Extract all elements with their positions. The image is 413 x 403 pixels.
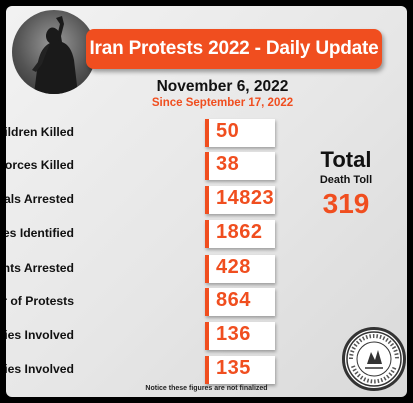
hrai-logo <box>342 327 406 391</box>
report-date: November 6, 2022 <box>156 78 289 95</box>
total-title: Total <box>320 147 372 172</box>
stat-row: Number of Children Killed 50 <box>6 119 286 147</box>
stat-label: Number of Cities Involved <box>6 328 74 342</box>
stat-value: 50 <box>216 120 240 142</box>
stat-value-box: 50 <box>205 119 275 147</box>
total-subtitle: Death Toll <box>319 174 373 186</box>
stat-label: Number of Children Killed <box>6 125 74 139</box>
since-date: Since September 17, 2022 <box>151 97 294 109</box>
stat-value: 38 <box>216 153 240 175</box>
stat-row: Number of Individuals Arrested 14823 <box>6 186 286 214</box>
stat-value: 428 <box>216 256 251 278</box>
stat-value: 136 <box>216 323 251 345</box>
protester-photo <box>12 10 96 94</box>
stat-row: Number of Detainees Identified 1862 <box>6 220 286 248</box>
stat-row: Number of Universities Involved 135 <box>6 356 286 384</box>
stat-label: Number of Detainees Identified <box>6 226 74 240</box>
stat-value-box: 428 <box>205 255 275 283</box>
stat-label: Number of Students Arrested <box>6 261 74 275</box>
stat-row: Number of Students Arrested 428 <box>6 255 286 283</box>
disclaimer-text: Notice these figures are not finalized <box>145 385 268 392</box>
stat-value: 1862 <box>216 221 263 243</box>
stat-value-box: 864 <box>205 288 275 316</box>
title-banner: Iran Protests 2022 - Daily Update <box>86 29 382 69</box>
stat-label: Number of Universities Involved <box>6 362 74 376</box>
stat-value-box: 1862 <box>205 220 275 248</box>
stat-value-box: 136 <box>205 322 275 350</box>
stat-label: Number of Protests <box>6 294 74 308</box>
total-death-toll: Total Death Toll 319 <box>311 147 381 220</box>
stat-row: Number of Regime Forces Killed 38 <box>6 152 286 180</box>
total-value: 319 <box>322 188 370 219</box>
stat-row: Number of Cities Involved 136 <box>6 322 286 350</box>
protester-silhouette-icon <box>32 16 78 94</box>
stat-label: Number of Individuals Arrested <box>6 192 74 206</box>
stat-value: 864 <box>216 289 251 311</box>
stat-row: Number of Protests 864 <box>6 288 286 316</box>
stat-value: 135 <box>216 357 251 379</box>
stat-value-box: 38 <box>205 152 275 180</box>
seal-icon <box>346 331 402 387</box>
stat-label: Number of Regime Forces Killed <box>6 158 74 172</box>
page-title: Iran Protests 2022 - Daily Update <box>89 38 379 59</box>
infographic-card: Iran Protests 2022 - Daily Update Novemb… <box>6 6 407 397</box>
stat-value: 14823 <box>216 187 275 209</box>
stat-value-box: 14823 <box>205 186 275 214</box>
stat-value-box: 135 <box>205 356 275 384</box>
